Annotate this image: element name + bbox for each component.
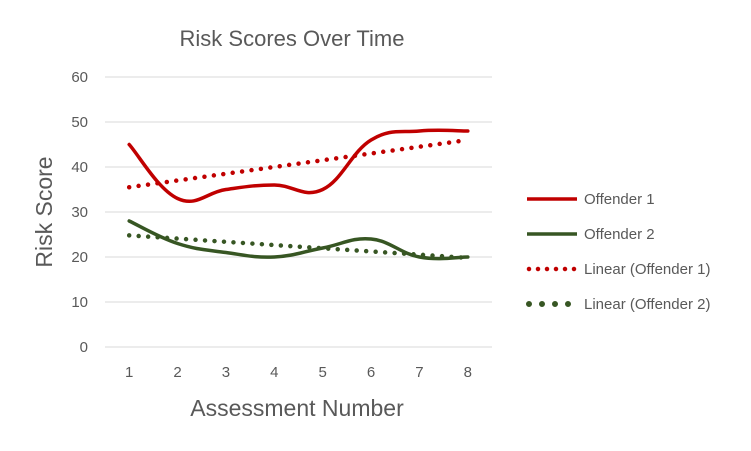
series-line-1: [127, 128, 470, 204]
series-line-2: [127, 219, 470, 261]
legend-item: Linear (Offender 1): [526, 261, 710, 278]
x-tick-label: 7: [415, 364, 423, 381]
x-tick-label: 1: [125, 364, 133, 381]
y-tick-label: 50: [71, 114, 88, 131]
legend-label: Offender 2: [584, 226, 655, 243]
x-tick-label: 6: [367, 364, 375, 381]
grid-lines: [105, 76, 492, 348]
y-tick-label: 60: [71, 69, 88, 86]
x-tick-label: 4: [270, 364, 278, 381]
x-tick-label: 5: [319, 364, 327, 381]
legend-label: Offender 1: [584, 191, 655, 208]
legend-item: Offender 1: [527, 191, 655, 208]
y-tick-label: 30: [71, 204, 88, 221]
chart-title: Risk Scores Over Time: [180, 26, 405, 51]
y-tick-label: 0: [80, 339, 88, 356]
y-axis-title: Risk Score: [31, 156, 57, 267]
x-tick-label: 2: [173, 364, 181, 381]
legend: Offender 1 Offender 2 Linear (Offender 1) L…: [526, 191, 710, 313]
x-tick-label: 8: [464, 364, 472, 381]
y-tick-label: 20: [71, 249, 88, 266]
series-lines: [127, 128, 470, 261]
legend-label: Linear (Offender 2): [584, 296, 710, 313]
x-tick-label: 3: [222, 364, 230, 381]
trendline-1: [126, 137, 471, 190]
y-tick-label: 40: [71, 159, 88, 176]
x-axis-title: Assessment Number: [190, 395, 404, 421]
legend-item: Offender 2: [527, 226, 655, 243]
y-tick-label: 10: [71, 294, 88, 311]
y-axis-ticks: 0 10 20 30 40 50 60: [71, 69, 88, 356]
legend-label: Linear (Offender 1): [584, 261, 710, 278]
x-axis-ticks: 1 2 3 4 5 6 7 8: [125, 364, 472, 381]
legend-item: Linear (Offender 2): [526, 296, 710, 313]
